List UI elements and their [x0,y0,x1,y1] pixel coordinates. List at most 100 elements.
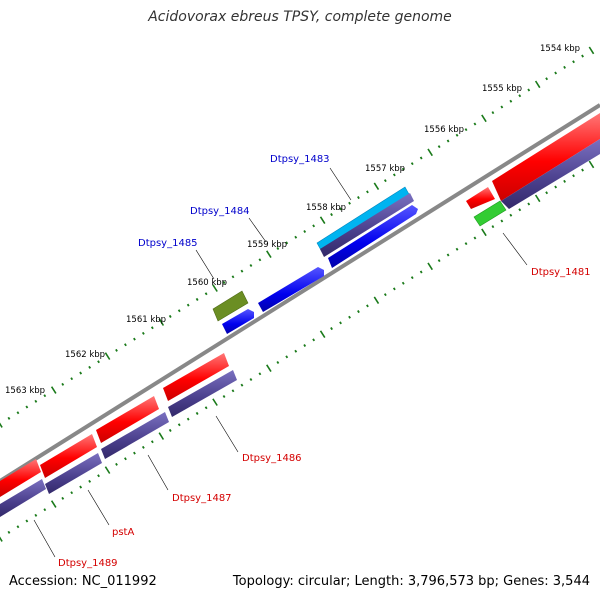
gene-label-dtpsy-1487[interactable]: Dtpsy_1487 [172,493,232,504]
outer-scale-tick [231,275,235,279]
inner-scale-tick [303,344,307,347]
outer-scale-tick [34,399,38,403]
cds-dtpsy-1489[interactable] [0,459,41,497]
inner-scale-tick [518,208,522,212]
inner-scale-tick [34,513,38,517]
gene-labels: Dtpsy_1483 Dtpsy_1484 Dtpsy_1485 Dtpsy_1… [33,154,591,569]
cds-dtpsy-1486-lower[interactable] [168,370,237,417]
outer-scale-ticks [0,46,595,428]
inner-scale-tick [61,496,65,500]
outer-scale-tick [141,331,145,335]
inner-scale-tick [563,179,566,183]
outer-scale-tick [427,148,433,157]
inner-scale-ticks [0,160,595,542]
right-cds-features [466,113,600,227]
cds-dtpsy-1481-green[interactable] [473,200,507,227]
outer-scale-tick [545,77,549,81]
scale-label-1560: 1560 kbp [187,278,227,288]
inner-scale-tick [240,383,244,387]
gene-label-psta[interactable]: pstA [112,527,134,538]
inner-scale-tick [88,479,92,483]
cds-dtpsy-1485[interactable] [212,290,249,322]
cds-dtpsy-1481[interactable] [466,187,495,209]
accession-text: Accession: NC_011992 [9,574,157,589]
outer-scale-tick [177,309,181,313]
outer-scale-tick [455,133,459,137]
gene-label-dtpsy-1485[interactable]: Dtpsy_1485 [138,238,198,249]
cds-psta[interactable] [40,434,97,478]
cds-dtpsy-1486[interactable] [163,353,229,401]
inner-scale-tick [276,361,280,364]
inner-scale-tick [481,228,487,237]
scale-label-1562: 1562 kbp [65,350,105,360]
inner-scale-tick [509,213,513,217]
inner-scale-tick [249,378,253,381]
inner-scale-tick [554,185,558,189]
inner-scale-tick [124,457,127,461]
outer-scale-tick [70,377,74,381]
outer-scale-tick [97,360,100,364]
inner-scale-tick [419,270,423,274]
scale-label-1558: 1558 kbp [306,203,346,213]
gene-label-dtpsy-1489[interactable]: Dtpsy_1489 [58,558,118,569]
cds-dtpsy-1484b[interactable] [258,267,324,312]
scale-label-1557: 1557 kbp [365,164,405,174]
inner-scale-tick [366,304,369,308]
outer-scale-tick [518,94,522,98]
outer-scale-tick [437,145,441,149]
gene-label-dtpsy-1484[interactable]: Dtpsy_1484 [190,206,250,217]
cds-dtpsy-1485-blue[interactable] [222,309,254,334]
inner-scale-tick [204,406,208,410]
cds-dtpsy-1484[interactable] [328,205,418,268]
outer-scale-tick [294,235,298,239]
outer-scale-tick [212,284,218,292]
inner-scale-tick [50,500,57,508]
inner-scale-tick [186,417,190,421]
outer-scale-tick [392,173,396,177]
inner-scale-tick [339,321,342,325]
outer-scale-tick [534,80,541,89]
gene-label-dtpsy-1483[interactable]: Dtpsy_1483 [270,154,330,165]
inner-scale-tick [401,281,405,285]
inner-scale-tick [231,389,235,393]
outer-scale-tick [266,250,272,259]
outer-scale-tick [222,281,226,284]
outer-scale-tick [481,114,487,123]
outer-scale-tick [419,156,423,160]
gene-label-dtpsy-1481[interactable]: Dtpsy_1481 [531,267,591,278]
outer-scale-tick [401,167,405,171]
cds-dtpsy-1483-lower[interactable] [320,193,414,257]
scale-label-1554: 1554 kbp [540,44,580,54]
inner-scale-tick [266,364,272,373]
genome-summary-text: Topology: circular; Length: 3,796,573 bp… [232,574,590,589]
cds-dtpsy-1489-lower[interactable] [0,479,46,517]
outer-scale-tick [158,318,165,326]
inner-scale-tick [348,315,351,319]
cds-dtpsy-1487-lower[interactable] [101,412,169,459]
inner-scale-tick [141,445,145,449]
cds-dtpsy-1480[interactable] [492,113,600,201]
outer-scale-tick [464,128,468,132]
map-title: Acidovorax ebreus TPSY, complete genome [148,9,452,25]
outer-scale-tick [563,65,566,69]
outer-scale-tick [339,207,342,211]
scale-label-1563: 1563 kbp [5,386,45,396]
outer-scale-tick [312,224,316,228]
inner-scale-tick [373,296,380,305]
inner-scale-tick [581,168,584,172]
outer-scale-tick [500,105,504,109]
outer-scale-tick [7,416,11,420]
inner-scale-tick [222,395,226,398]
outer-scale-tick [357,196,360,200]
outer-scale-tick [16,411,20,415]
genome-backbone [0,103,600,483]
cds-dtpsy-1480-lower[interactable] [501,139,600,209]
inner-scale-tick [25,519,29,523]
cds-psta-lower[interactable] [45,453,102,494]
inner-scale-tick [177,423,181,427]
gene-label-dtpsy-1486[interactable]: Dtpsy_1486 [242,453,302,464]
cds-dtpsy-1487[interactable] [96,396,159,443]
inner-scale-tick [527,202,531,206]
outer-scale-tick [285,241,289,245]
outer-scale-tick [25,405,29,409]
